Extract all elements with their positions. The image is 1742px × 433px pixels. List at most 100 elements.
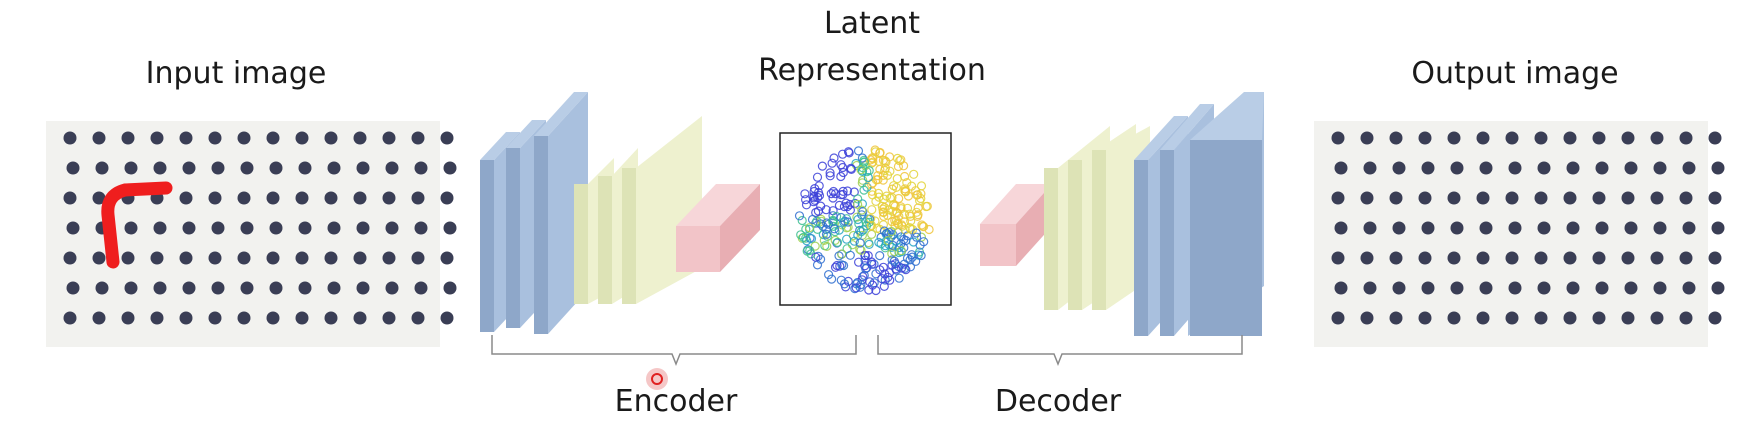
fabric-dot (1363, 281, 1377, 295)
decoder-conv-blue-layers (1134, 92, 1264, 336)
latent-point (879, 165, 890, 176)
latent-representation-box (779, 132, 952, 306)
fabric-dot (266, 251, 280, 265)
fabric-dot (237, 191, 251, 205)
fabric-dot (1505, 191, 1519, 205)
fabric-dot (1566, 281, 1580, 295)
fabric-dot (150, 311, 164, 325)
fabric-dot (1592, 191, 1606, 205)
fabric-dot (1450, 161, 1464, 175)
fabric-dot (411, 311, 425, 325)
fabric-dot (153, 161, 167, 175)
fabric-dot (1534, 251, 1548, 265)
latent-point (825, 168, 835, 178)
fabric-dot (179, 251, 193, 265)
latent-scatter-plot (794, 145, 934, 296)
latent-point (905, 262, 916, 272)
fabric-dot (1682, 221, 1696, 235)
fabric-dot (1534, 131, 1548, 145)
fabric-dot (1447, 131, 1461, 145)
latent-point (855, 225, 865, 235)
output-dot-grid (1331, 131, 1725, 325)
fabric-dot (150, 131, 164, 145)
latent-point (894, 247, 904, 258)
fabric-dot (1653, 221, 1667, 235)
fabric-dot (443, 221, 457, 235)
fabric-dot (1595, 221, 1609, 235)
fabric-dot (95, 281, 109, 295)
latent-point (811, 252, 821, 262)
fabric-dot (1592, 311, 1606, 325)
fabric-dot (240, 221, 254, 235)
latent-point (916, 250, 926, 261)
fabric-dot (411, 251, 425, 265)
latent-point (857, 205, 867, 215)
fabric-dot (1595, 161, 1609, 175)
fabric-dot (269, 161, 283, 175)
decoder-blue-layer (1188, 92, 1264, 336)
latent-point (826, 189, 836, 199)
fabric-dot (353, 191, 367, 205)
fabric-dot (1537, 221, 1551, 235)
latent-point (841, 234, 852, 244)
fabric-dot (153, 281, 167, 295)
latent-point (796, 230, 806, 240)
latent-point (894, 273, 904, 283)
fabric-dot (1476, 131, 1490, 145)
fabric-dot (411, 131, 425, 145)
fabric-dot (124, 281, 138, 295)
fabric-dot (1418, 251, 1432, 265)
fabric-dot (382, 131, 396, 145)
input-image (46, 121, 457, 347)
latent-point (856, 245, 866, 255)
latent-point (864, 285, 874, 295)
fabric-dot (414, 161, 428, 175)
fabric-dot (1563, 311, 1577, 325)
fabric-dot (1360, 131, 1374, 145)
latent-point (851, 158, 861, 169)
fabric-dot (327, 161, 341, 175)
fabric-dot (1650, 311, 1664, 325)
fabric-dot (1537, 281, 1551, 295)
latent-point (911, 228, 922, 238)
latent-point (900, 263, 910, 273)
latent-point (836, 171, 846, 182)
fabric-dot (1679, 311, 1693, 325)
fabric-dot (1592, 251, 1606, 265)
fabric-dot (211, 221, 225, 235)
latent-point (878, 204, 888, 214)
fabric-dot (1447, 191, 1461, 205)
latent-point (822, 241, 832, 251)
latent-point (879, 211, 889, 221)
fabric-dot (1476, 191, 1490, 205)
fabric-dot (1331, 311, 1345, 325)
latent-point (851, 283, 861, 293)
output-image (1314, 121, 1725, 347)
latent-point (817, 161, 828, 171)
fabric-dot (266, 311, 280, 325)
fabric-dot (1389, 311, 1403, 325)
fabric-dot (1360, 311, 1374, 325)
fabric-dot (1418, 311, 1432, 325)
latent-point (825, 171, 835, 181)
latent-point (829, 153, 839, 163)
fabric-dot (153, 221, 167, 235)
fabric-dot (63, 191, 77, 205)
fabric-dot (1450, 221, 1464, 235)
fabric-dot (1682, 281, 1696, 295)
latent-point (798, 232, 809, 242)
fabric-dot (1331, 251, 1345, 265)
fabric-dot (211, 161, 225, 175)
latent-point (863, 172, 873, 183)
latent-point (866, 257, 877, 267)
latent-point (896, 246, 906, 256)
latent-point (843, 217, 853, 227)
fabric-dot (182, 281, 196, 295)
latent-point (821, 229, 832, 239)
fabric-dot (1537, 161, 1551, 175)
latent-point (823, 270, 834, 280)
latent-point (802, 246, 812, 256)
fabric-dot (443, 161, 457, 175)
fabric-dot (324, 191, 338, 205)
fabric-dot (1621, 251, 1635, 265)
